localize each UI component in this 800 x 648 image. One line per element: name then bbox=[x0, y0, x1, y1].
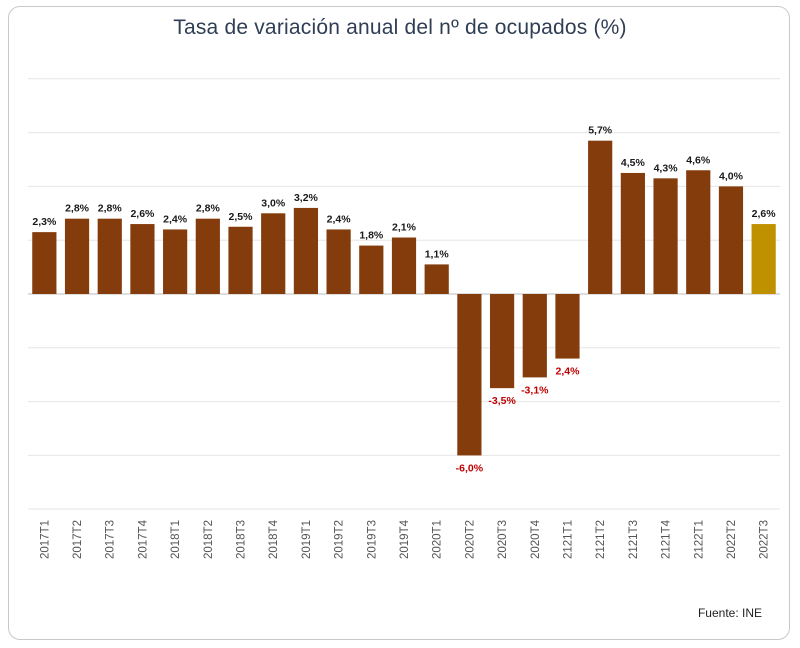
category-label: 2121T1 bbox=[562, 520, 574, 559]
bar-2121T4 bbox=[653, 178, 678, 294]
chart-frame bbox=[8, 6, 790, 640]
bar-2121T2 bbox=[588, 140, 613, 294]
data-label: 2,4% bbox=[327, 213, 352, 225]
category-label: 2121T3 bbox=[628, 520, 640, 559]
bar-2019T3 bbox=[359, 245, 384, 294]
data-label: 4,3% bbox=[654, 162, 679, 174]
data-label: 5,7% bbox=[588, 125, 613, 137]
bar-2019T2 bbox=[326, 229, 351, 294]
data-label: 2,1% bbox=[392, 222, 417, 234]
data-label: 4,5% bbox=[621, 157, 646, 169]
bar-2022T3 bbox=[751, 224, 776, 294]
data-label: -6,0% bbox=[456, 462, 484, 474]
bar-2020T1 bbox=[424, 264, 449, 294]
data-label: 2,5% bbox=[229, 211, 254, 223]
category-label: 2018T3 bbox=[236, 520, 248, 559]
data-label: -3,1% bbox=[521, 384, 549, 396]
bar-2121T3 bbox=[620, 172, 645, 294]
category-label: 2121T2 bbox=[595, 520, 607, 559]
source-note: Fuente: INE bbox=[697, 606, 762, 620]
data-label: 3,2% bbox=[294, 192, 319, 204]
category-label: 2017T3 bbox=[105, 520, 117, 559]
category-label: 2019T3 bbox=[366, 520, 378, 559]
category-label: 2017T1 bbox=[39, 520, 51, 559]
bar-2017T2 bbox=[64, 218, 90, 294]
bar-2019T4 bbox=[391, 237, 417, 294]
data-label: 2,8% bbox=[98, 203, 123, 215]
category-label: 2022T3 bbox=[759, 520, 771, 559]
data-label: 1,1% bbox=[425, 248, 450, 260]
bar-2020T3 bbox=[489, 294, 515, 389]
data-label: 2,3% bbox=[32, 216, 57, 228]
data-label: 4,0% bbox=[719, 170, 744, 182]
category-label: 2020T2 bbox=[464, 520, 476, 559]
bar-2018T3 bbox=[228, 226, 253, 294]
category-label: 2019T2 bbox=[334, 520, 346, 559]
data-label: 1,8% bbox=[359, 230, 384, 242]
data-label: 2,4% bbox=[163, 213, 188, 225]
category-label: 2019T4 bbox=[399, 519, 411, 559]
bar-2121T1 bbox=[555, 294, 580, 359]
category-label: 2020T1 bbox=[432, 520, 444, 559]
bar-2020T2 bbox=[457, 294, 482, 456]
bar-2018T1 bbox=[163, 229, 188, 294]
data-label: 2,6% bbox=[130, 208, 155, 220]
category-label: 2022T2 bbox=[726, 520, 738, 559]
category-label: 2020T3 bbox=[497, 520, 509, 559]
data-label: 2,8% bbox=[65, 203, 90, 215]
category-label: 2019T1 bbox=[301, 520, 313, 559]
category-label: 2122T1 bbox=[693, 520, 705, 559]
bar-2017T3 bbox=[97, 218, 122, 294]
data-label: 3,0% bbox=[261, 197, 286, 209]
bar-2017T4 bbox=[130, 224, 155, 294]
data-label: 2,4% bbox=[556, 366, 581, 378]
category-label: 2018T1 bbox=[170, 520, 182, 559]
data-label: 4,6% bbox=[686, 154, 711, 166]
bar-2020T4 bbox=[522, 294, 547, 378]
chart-title: Tasa de variación anual del nº de ocupad… bbox=[173, 16, 627, 39]
data-label: 2,8% bbox=[196, 203, 221, 215]
bar-2018T2 bbox=[195, 218, 220, 294]
category-label: 2017T4 bbox=[137, 519, 149, 559]
category-label: 2017T2 bbox=[72, 520, 84, 559]
bar-2022T2 bbox=[718, 186, 744, 294]
bar-2018T4 bbox=[261, 213, 286, 294]
bar-2122T1 bbox=[686, 170, 711, 294]
data-label: -3,5% bbox=[488, 395, 516, 407]
bar-2017T1 bbox=[32, 232, 57, 294]
data-label: 2,6% bbox=[752, 208, 777, 220]
category-label: 2018T2 bbox=[203, 520, 215, 559]
bar-2019T1 bbox=[293, 207, 319, 294]
category-label: 2018T4 bbox=[268, 519, 280, 559]
category-label: 2121T4 bbox=[661, 519, 673, 559]
category-label: 2020T4 bbox=[530, 519, 542, 559]
